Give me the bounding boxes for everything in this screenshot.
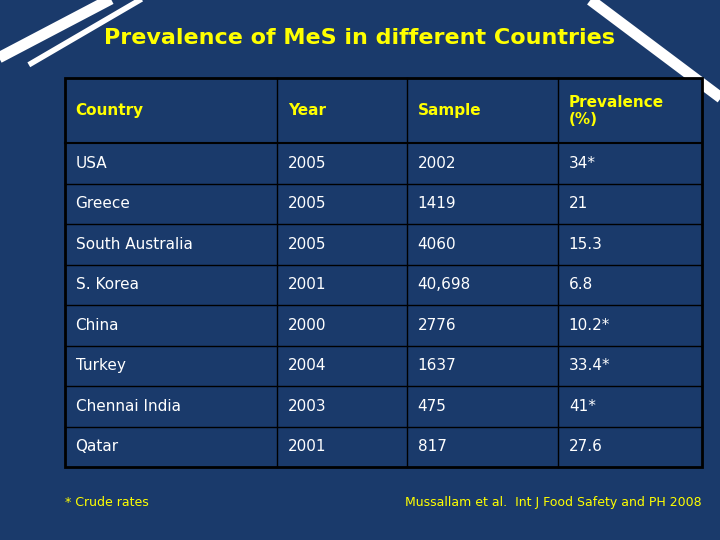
Text: 817: 817 <box>418 440 446 454</box>
Text: 10.2*: 10.2* <box>569 318 610 333</box>
Text: 15.3: 15.3 <box>569 237 603 252</box>
Text: 21: 21 <box>569 197 588 211</box>
Text: 2003: 2003 <box>288 399 327 414</box>
Text: 2005: 2005 <box>288 237 326 252</box>
Text: 6.8: 6.8 <box>569 278 593 292</box>
Text: Chennai India: Chennai India <box>76 399 181 414</box>
Text: 2776: 2776 <box>418 318 456 333</box>
Text: China: China <box>76 318 119 333</box>
Text: Year: Year <box>288 103 326 118</box>
Text: 475: 475 <box>418 399 446 414</box>
Text: 2001: 2001 <box>288 440 326 454</box>
Text: 1419: 1419 <box>418 197 456 211</box>
Text: 41*: 41* <box>569 399 595 414</box>
Text: 2005: 2005 <box>288 156 326 171</box>
Text: 33.4*: 33.4* <box>569 359 611 373</box>
Text: S. Korea: S. Korea <box>76 278 138 292</box>
Text: 2002: 2002 <box>418 156 456 171</box>
Text: USA: USA <box>76 156 107 171</box>
Text: 2005: 2005 <box>288 197 326 211</box>
Text: 4060: 4060 <box>418 237 456 252</box>
Text: Country: Country <box>76 103 144 118</box>
Text: Mussallam et al.  Int J Food Safety and PH 2008: Mussallam et al. Int J Food Safety and P… <box>405 496 702 509</box>
Text: 1637: 1637 <box>418 359 456 373</box>
Text: Sample: Sample <box>418 103 481 118</box>
Text: 34*: 34* <box>569 156 596 171</box>
Text: South Australia: South Australia <box>76 237 192 252</box>
Text: 2000: 2000 <box>288 318 326 333</box>
Text: Prevalence
(%): Prevalence (%) <box>569 94 664 127</box>
Text: 2001: 2001 <box>288 278 326 292</box>
Text: Turkey: Turkey <box>76 359 125 373</box>
Bar <box>65 78 702 467</box>
Text: Greece: Greece <box>76 197 130 211</box>
Text: 27.6: 27.6 <box>569 440 603 454</box>
Text: Qatar: Qatar <box>76 440 119 454</box>
Text: 40,698: 40,698 <box>418 278 471 292</box>
Text: * Crude rates: * Crude rates <box>65 496 148 509</box>
Text: 2004: 2004 <box>288 359 326 373</box>
Text: Prevalence of MeS in different Countries: Prevalence of MeS in different Countries <box>104 28 616 48</box>
